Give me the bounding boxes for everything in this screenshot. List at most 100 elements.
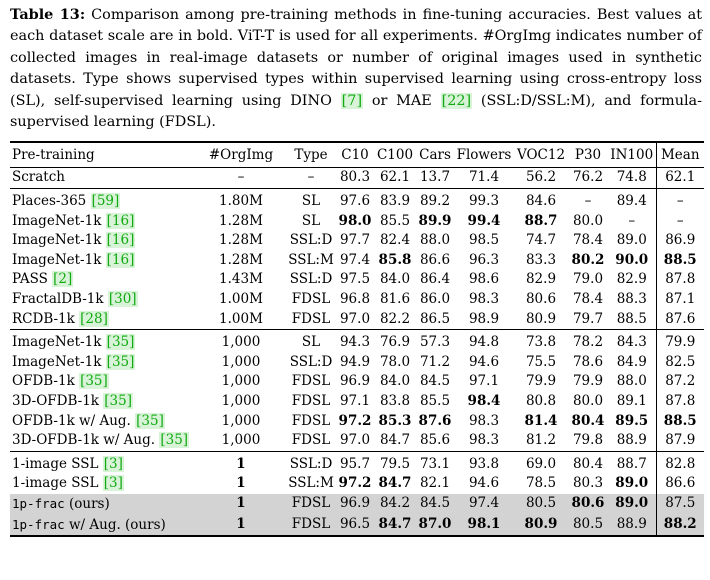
caption-text-1: Comparison among pre-training methods in… <box>10 7 702 109</box>
cell-mean: 87.8 <box>655 270 704 290</box>
cell-type: FDSL <box>286 493 336 515</box>
cell-orgimg: 1,000 <box>221 353 261 370</box>
method-name-cell: FractalDB-1k [30] <box>10 290 196 310</box>
cell-c10: 97.2 <box>338 475 372 492</box>
cell-type: SL <box>286 329 336 353</box>
method-name: ImageNet-1k <box>12 353 106 370</box>
cell-flowers: 94.6 <box>468 475 500 492</box>
cell-orgimg: 1.80M <box>196 188 286 212</box>
method-name-cell: ImageNet-1k [16] <box>10 212 196 232</box>
citation-link[interactable]: [35] <box>103 392 133 409</box>
method-name-cell: ImageNet-1k [16] <box>10 231 196 251</box>
cell-orgimg: 1.28M <box>219 212 263 229</box>
citation-link[interactable]: [22] <box>440 92 473 109</box>
cell-in100: 88.0 <box>616 373 647 390</box>
cell-c10: 97.1 <box>339 392 371 409</box>
cell-c100: 78.0 <box>379 353 411 370</box>
method-name-cell: 1p-frac (ours) <box>10 493 196 515</box>
cell-flowers: 96.3 <box>468 251 500 268</box>
cell-mean: 82.8 <box>655 450 704 475</box>
citation-link[interactable]: [16] <box>105 212 136 229</box>
citation-link[interactable]: [35] <box>105 353 136 370</box>
cell-voc12: 88.7 <box>524 212 558 229</box>
method-name-cell: RCDB-1k [28] <box>10 310 196 330</box>
cell-in100: 88.3 <box>616 291 647 307</box>
header-mean: Mean <box>655 141 704 169</box>
method-name-cell: OFDB-1k w/ Aug. [35] <box>10 412 196 432</box>
results-table: Pre-training #OrgImg Type C10 C100 Cars … <box>10 141 704 538</box>
cell-type: SSL:M <box>288 475 334 492</box>
cell-in100: 88.9 <box>608 514 656 538</box>
cell-c10: 97.6 <box>336 188 374 212</box>
citation-link[interactable]: [3] <box>102 475 124 492</box>
citation-link[interactable]: [35] <box>79 373 109 390</box>
cell-cars: 13.7 <box>419 169 451 186</box>
cell-flowers: 99.3 <box>454 188 514 212</box>
citation-link[interactable]: [3] <box>102 455 124 472</box>
cell-flowers: 98.4 <box>467 392 501 409</box>
cell-in100: 90.0 <box>615 251 649 268</box>
citation-link[interactable]: [28] <box>79 310 109 327</box>
cell-c10: 94.3 <box>336 329 374 353</box>
citation-link[interactable]: [2] <box>52 271 74 288</box>
cell-p30: 80.3 <box>572 475 604 492</box>
citation-link[interactable]: [35] <box>135 412 165 429</box>
cell-flowers: 98.1 <box>454 514 514 538</box>
cell-type: FDSL <box>286 514 336 538</box>
cell-orgimg: 1,000 <box>196 329 286 353</box>
cell-p30: 78.4 <box>572 232 604 249</box>
cell-in100: 89.0 <box>608 493 656 515</box>
cell-p30: 80.2 <box>571 251 605 268</box>
cell-c10: 97.7 <box>339 232 371 249</box>
cell-mean: 86.9 <box>655 231 704 251</box>
cell-voc12: 80.5 <box>514 493 568 515</box>
header-flowers: Flowers <box>454 141 514 169</box>
caption-label: Table 13: <box>10 6 86 23</box>
cell-cars: 84.5 <box>419 373 451 390</box>
citation-link[interactable]: [16] <box>105 232 136 249</box>
cell-c100: 82.4 <box>379 232 411 249</box>
cell-cars: 85.5 <box>419 392 451 409</box>
citation-link[interactable]: [16] <box>105 251 136 268</box>
cell-mean: 79.9 <box>655 329 704 353</box>
cell-flowers: 97.4 <box>454 493 514 515</box>
cell-p30: 79.0 <box>572 271 604 288</box>
cell-p30: 80.4 <box>571 412 605 429</box>
citation-link[interactable]: [35] <box>159 432 190 449</box>
cell-flowers: 98.3 <box>468 432 500 449</box>
cell-mean: 87.6 <box>655 309 704 330</box>
table-row: ImageNet-1k [35] 1,000 SSL:D 94.9 78.0 71.2 94… <box>10 352 704 373</box>
table-row: ImageNet-1k [16] 1.28M SSL:M 97.4 85.8 86.6 96… <box>10 250 704 271</box>
cell-voc12: 81.2 <box>525 432 557 449</box>
cell-p30: 76.2 <box>572 169 604 186</box>
cell-voc12: 73.8 <box>514 329 568 353</box>
table-row: 3D-OFDB-1k [35] 1,000 FDSL 97.1 83.8 85.5 98.4… <box>10 391 704 412</box>
method-name: PASS <box>12 271 53 288</box>
method-name-cell: 3D-OFDB-1k w/ Aug. [35] <box>10 431 196 451</box>
cell-c10: 96.8 <box>339 291 371 307</box>
citation-link[interactable]: [30] <box>107 291 138 307</box>
citation-link[interactable]: [59] <box>90 193 121 210</box>
cell-cars: 73.1 <box>416 450 454 475</box>
cell-voc12: 56.2 <box>525 169 557 186</box>
cell-voc12: 80.6 <box>525 291 557 307</box>
cell-c100: 84.0 <box>379 373 411 390</box>
cell-in100: 88.5 <box>616 310 647 327</box>
cell-p30: 79.7 <box>572 310 604 327</box>
method-name-cell: OFDB-1k [35] <box>10 372 196 392</box>
citation-link[interactable]: [35] <box>105 334 136 351</box>
cell-cars: 89.9 <box>418 212 452 229</box>
citation-link[interactable]: [7] <box>340 92 364 109</box>
method-name: 3D-OFDB-1k <box>12 392 104 409</box>
cell-c10: 97.4 <box>339 251 371 268</box>
header-type: Type <box>286 141 336 169</box>
cell-orgimg: 1.00M <box>219 291 263 307</box>
cell-cars: 84.5 <box>416 493 454 515</box>
method-name: OFDB-1k w/ Aug. <box>12 412 136 429</box>
cell-p30: 78.2 <box>568 329 608 353</box>
method-name-cell: ImageNet-1k [16] <box>10 251 196 271</box>
cell-voc12: 79.9 <box>525 373 557 390</box>
cell-c100: 79.5 <box>374 450 416 475</box>
cell-flowers: 98.3 <box>468 412 500 429</box>
cell-c100: 81.6 <box>379 291 411 307</box>
